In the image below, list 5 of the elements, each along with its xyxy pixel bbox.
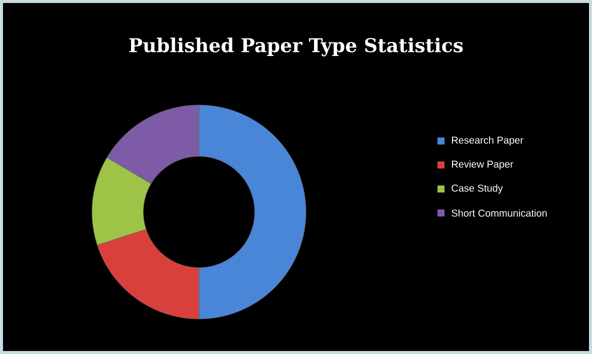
- legend-label: Case Study: [452, 184, 503, 194]
- legend-label: Review Paper: [452, 160, 514, 170]
- chart-title: Published Paper Type Statistics: [129, 38, 463, 56]
- legend-label: Research Paper: [452, 136, 524, 146]
- legend-label: Short Communication: [452, 209, 547, 217]
